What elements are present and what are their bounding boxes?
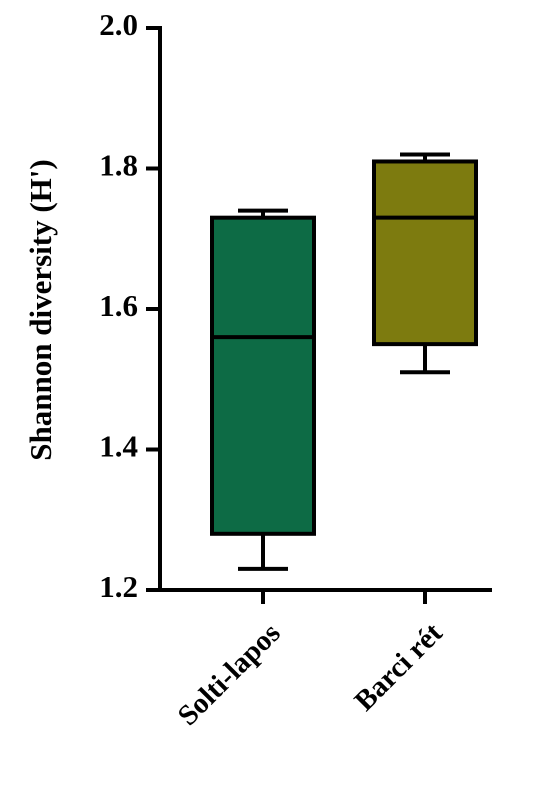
x-tick-label: Barci rét (348, 617, 448, 717)
box (210, 215, 316, 536)
y-tick-label: 1.8 (99, 148, 138, 183)
x-tick-label: Solti-lapos (172, 617, 287, 732)
y-axis-label: Shannon diversity (H') (23, 159, 58, 460)
y-tick-label: 1.4 (99, 429, 138, 464)
y-tick-label: 1.6 (99, 288, 138, 323)
y-tick-label: 1.2 (99, 569, 138, 604)
box (372, 159, 478, 347)
y-tick-label: 2.0 (99, 7, 138, 42)
